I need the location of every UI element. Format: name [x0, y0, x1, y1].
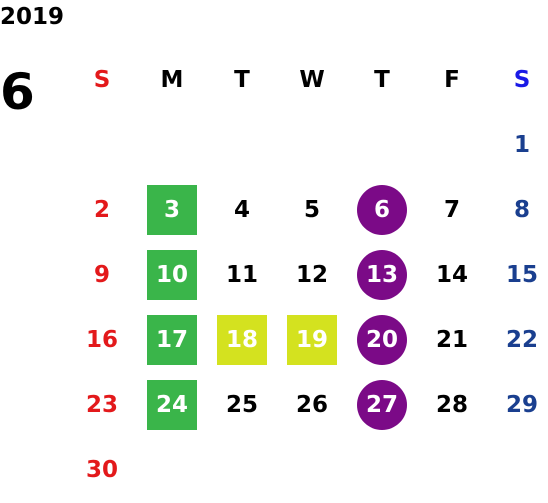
weekday-label: F — [444, 66, 460, 93]
day-number: 29 — [505, 391, 538, 418]
year-label: 2019 — [0, 4, 65, 30]
day-cell[interactable]: 4 — [207, 177, 277, 242]
day-number: 13 — [365, 261, 398, 288]
day-number: 16 — [85, 326, 118, 353]
day-cell[interactable]: 24 — [137, 372, 207, 437]
day-number: 4 — [233, 196, 250, 223]
weekday-header: W — [277, 47, 347, 112]
day-cell[interactable]: 26 — [277, 372, 347, 437]
weekday-label: T — [374, 66, 390, 93]
day-cell[interactable]: 17 — [137, 307, 207, 372]
day-number: 27 — [365, 391, 398, 418]
weekday-header: T — [207, 47, 277, 112]
day-cell[interactable]: 3 — [137, 177, 207, 242]
day-circle-highlight — [357, 249, 407, 300]
day-square-highlight — [147, 184, 197, 235]
day-number: 7 — [443, 196, 460, 223]
day-number: 21 — [435, 326, 468, 353]
day-circle-highlight — [357, 379, 407, 430]
weekday-label: M — [160, 66, 184, 93]
day-cell[interactable]: 21 — [417, 307, 487, 372]
day-number: 30 — [85, 456, 118, 483]
day-cell[interactable]: 13 — [347, 242, 417, 307]
day-cell[interactable]: 15 — [487, 242, 548, 307]
day-number: 28 — [435, 391, 468, 418]
month-label: 6 — [0, 63, 35, 121]
day-number: 24 — [155, 391, 188, 418]
day-cell[interactable]: 27 — [347, 372, 417, 437]
day-cell[interactable]: 5 — [277, 177, 347, 242]
day-number: 18 — [225, 326, 258, 353]
day-cell[interactable]: 18 — [207, 307, 277, 372]
day-square-highlight — [147, 314, 197, 365]
day-number: 17 — [155, 326, 188, 353]
day-number: 12 — [295, 261, 328, 288]
day-number: 9 — [93, 261, 110, 288]
weekday-label: W — [299, 66, 325, 93]
day-cell[interactable]: 14 — [417, 242, 487, 307]
empty-day-cell — [207, 437, 277, 502]
day-square-highlight — [287, 314, 337, 365]
day-number: 6 — [373, 196, 390, 223]
day-number: 19 — [295, 326, 328, 353]
weekday-header: S — [67, 47, 137, 112]
calendar-grid: S M T W T F S 1 2 3 4 5 6 7 8 9 10 11 12 13 14 15 16 17 18 19 20 21… — [67, 47, 548, 502]
day-square-highlight — [147, 379, 197, 430]
empty-day-cell — [417, 437, 487, 502]
day-number: 5 — [303, 196, 320, 223]
day-number: 8 — [513, 196, 530, 223]
weekday-header: F — [417, 47, 487, 112]
day-cell[interactable]: 22 — [487, 307, 548, 372]
day-cell[interactable]: 30 — [67, 437, 137, 502]
day-square-highlight — [147, 249, 197, 300]
day-cell[interactable]: 29 — [487, 372, 548, 437]
day-cell[interactable]: 11 — [207, 242, 277, 307]
day-cell[interactable]: 9 — [67, 242, 137, 307]
day-number: 20 — [365, 326, 398, 353]
day-cell[interactable]: 7 — [417, 177, 487, 242]
day-number: 26 — [295, 391, 328, 418]
day-cell[interactable]: 25 — [207, 372, 277, 437]
day-number: 2 — [93, 196, 110, 223]
day-square-highlight — [217, 314, 267, 365]
day-cell[interactable]: 10 — [137, 242, 207, 307]
empty-day-cell — [347, 112, 417, 177]
day-number: 14 — [435, 261, 468, 288]
day-cell[interactable]: 12 — [277, 242, 347, 307]
day-cell[interactable]: 19 — [277, 307, 347, 372]
day-cell[interactable]: 23 — [67, 372, 137, 437]
weekday-header: T — [347, 47, 417, 112]
weekday-label: S — [93, 66, 111, 93]
day-number: 23 — [85, 391, 118, 418]
weekday-label: S — [513, 66, 531, 93]
empty-day-cell — [347, 437, 417, 502]
empty-day-cell — [277, 437, 347, 502]
day-number: 10 — [155, 261, 188, 288]
day-cell[interactable]: 20 — [347, 307, 417, 372]
empty-day-cell — [67, 112, 137, 177]
day-circle-highlight — [357, 314, 407, 365]
empty-day-cell — [487, 437, 548, 502]
day-number: 3 — [163, 196, 180, 223]
day-circle-highlight — [357, 184, 407, 235]
day-number: 22 — [505, 326, 538, 353]
day-cell[interactable]: 28 — [417, 372, 487, 437]
day-cell[interactable]: 16 — [67, 307, 137, 372]
day-number: 11 — [225, 261, 258, 288]
day-cell[interactable]: 1 — [487, 112, 548, 177]
day-cell[interactable]: 6 — [347, 177, 417, 242]
empty-day-cell — [137, 112, 207, 177]
day-number: 25 — [225, 391, 258, 418]
empty-day-cell — [417, 112, 487, 177]
weekday-header: S — [487, 47, 548, 112]
day-cell[interactable]: 8 — [487, 177, 548, 242]
weekday-header: M — [137, 47, 207, 112]
day-cell[interactable]: 2 — [67, 177, 137, 242]
empty-day-cell — [137, 437, 207, 502]
empty-day-cell — [277, 112, 347, 177]
weekday-label: T — [234, 66, 250, 93]
empty-day-cell — [207, 112, 277, 177]
day-number: 15 — [505, 261, 538, 288]
day-number: 1 — [513, 131, 530, 158]
